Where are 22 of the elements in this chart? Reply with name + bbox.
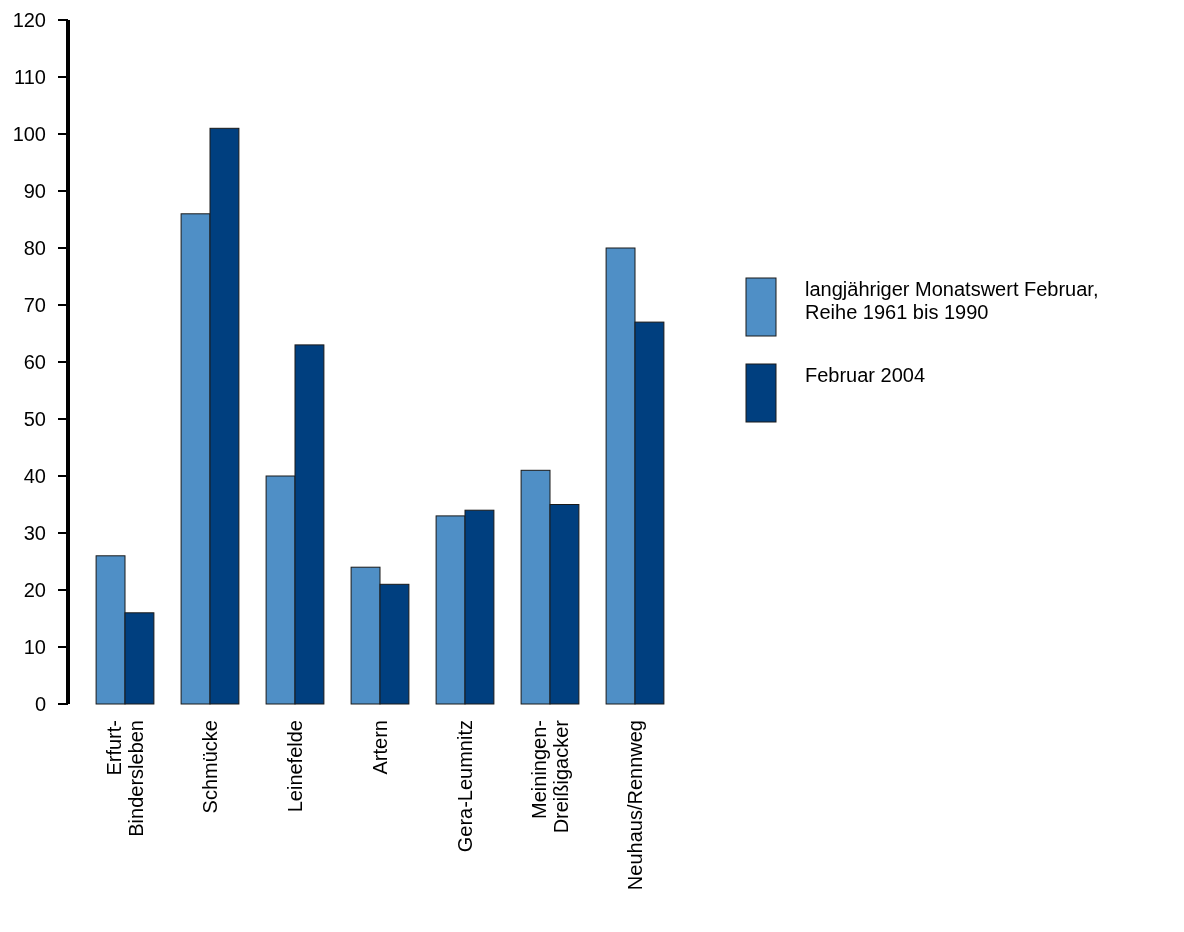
y-tick-label: 40 xyxy=(23,465,46,487)
y-tick-label: 100 xyxy=(12,123,46,145)
y-tick-label: 70 xyxy=(23,294,46,316)
y-tick-label: 110 xyxy=(14,66,46,88)
y-tick-label: 90 xyxy=(23,180,46,202)
text: Februar 2004 xyxy=(805,364,926,386)
text: langjähriger Monatswert Februar, Reihe 1961 bis 1990 xyxy=(805,278,1099,323)
x-tick-label: Erfurt- Bindersleben xyxy=(103,720,147,837)
x-tick-label: Neuhaus/Rennweg xyxy=(624,720,646,891)
y-tick-label: 80 xyxy=(23,237,46,259)
y-tick-label: 50 xyxy=(23,408,46,430)
y-tick-label: 0 xyxy=(34,693,46,715)
x-tick-label: Schmücke xyxy=(199,720,221,814)
x-tick-label: Leinefelde xyxy=(284,720,306,813)
y-tick-label: 10 xyxy=(23,636,46,658)
y-tick-label: 20 xyxy=(23,579,46,601)
y-tick-label: 60 xyxy=(23,351,46,373)
x-tick-label: Artern xyxy=(369,720,391,775)
x-tick-label: Gera-Leumnitz xyxy=(454,720,476,853)
y-tick-label: 30 xyxy=(23,522,46,544)
y-tick-label: 120 xyxy=(12,9,46,31)
x-tick-label: Meiningen- Dreißigacker xyxy=(528,719,572,834)
